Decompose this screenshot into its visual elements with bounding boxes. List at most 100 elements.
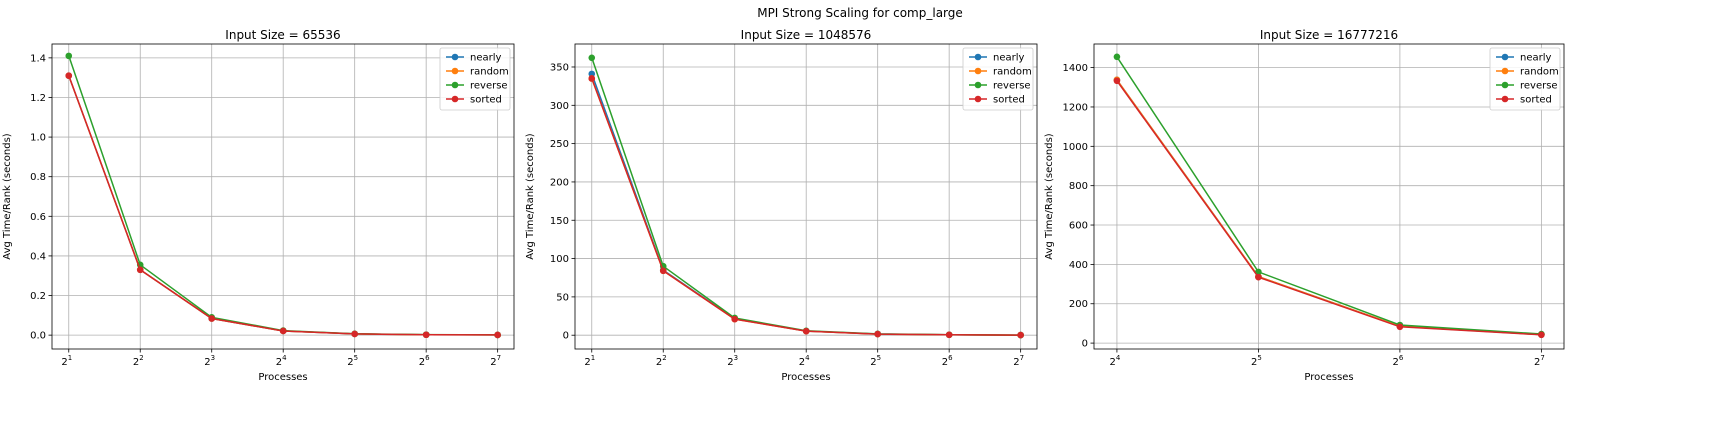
data-point-sorted [494, 331, 501, 339]
subplot-title: Input Size = 16777216 [1260, 28, 1398, 42]
legend-label-sorted: sorted [1520, 95, 1552, 106]
legend-marker-reverse [1501, 81, 1509, 89]
x-tick-label: 27 [1534, 354, 1545, 368]
legend-marker-sorted [451, 95, 459, 103]
y-tick-label: 300 [550, 101, 569, 112]
legend-marker-nearly [1501, 53, 1509, 61]
legend-label-reverse: reverse [993, 81, 1031, 92]
y-axis-label: Avg Time/Rank (seconds) [2, 133, 13, 259]
data-point-sorted [1017, 331, 1024, 339]
data-point-sorted [65, 72, 73, 79]
x-tick-exponent: 1 [591, 354, 595, 362]
data-point-sorted [279, 327, 287, 335]
data-point-reverse [65, 52, 73, 60]
y-tick-label: 1200 [1063, 102, 1088, 113]
legend: nearly random reverse sorted [962, 47, 1034, 111]
x-tick-exponent: 1 [68, 354, 72, 362]
legend-marker-reverse [451, 81, 459, 89]
x-tick-exponent: 3 [211, 354, 215, 362]
x-tick-label: 25 [870, 354, 881, 368]
subplot-2: 21 22 23 24 25 26 27050100150200250300350Input… [525, 28, 1038, 383]
data-point-sorted [1538, 331, 1545, 339]
legend-label-nearly: nearly [1520, 53, 1552, 64]
data-point-sorted [1113, 77, 1121, 85]
data-point-sorted [588, 75, 596, 82]
y-tick-label: 400 [1069, 260, 1088, 271]
y-tick-label: 150 [550, 216, 569, 227]
y-tick-label: 1000 [1063, 142, 1088, 153]
y-axis-label: Avg Time/Rank (seconds) [1044, 133, 1055, 259]
data-point-sorted [351, 330, 358, 338]
x-tick-label: 22 [133, 354, 144, 368]
x-tick-label: 25 [1251, 354, 1262, 368]
y-tick-label: 200 [1069, 299, 1088, 310]
series-line-sorted [1116, 80, 1542, 336]
legend-marker-nearly [451, 53, 459, 61]
data-point-sorted [208, 315, 216, 322]
x-axis-label: Processes [1304, 372, 1353, 383]
y-tick-label: 350 [550, 62, 569, 73]
legend-marker-sorted [1501, 95, 1509, 103]
x-tick-exponent: 7 [1540, 354, 1544, 362]
x-tick-label: 24 [799, 354, 810, 368]
subplot-3: 24 25 26 27 0 200 400 600 800 1000 1200 1400 Input S… [1044, 28, 1565, 383]
y-tick-label: 100 [550, 254, 569, 265]
x-tick-label: 22 [656, 354, 667, 368]
subplot-1: 21 22 23 24 25 26 270.00.20.40.60.81.01.21.4In… [2, 28, 515, 383]
legend-label-nearly: nearly [993, 53, 1025, 64]
legend-label-random: random [470, 67, 509, 78]
y-tick-label: 0.8 [30, 172, 46, 183]
legend-marker-random [974, 67, 982, 75]
x-tick-exponent: 4 [1116, 354, 1121, 362]
x-tick-exponent: 5 [877, 354, 881, 362]
series-line-reverse [1116, 56, 1542, 335]
figure-title: MPI Strong Scaling for comp_large [757, 6, 963, 20]
subplot-title: Input Size = 1048576 [741, 28, 872, 42]
legend-box [1489, 47, 1561, 111]
data-point-sorted [1255, 273, 1262, 281]
legend-label-sorted: sorted [993, 95, 1025, 106]
x-tick-exponent: 6 [1399, 354, 1404, 362]
subplot-title: Input Size = 65536 [225, 28, 340, 42]
y-tick-label: 250 [550, 139, 569, 150]
data-point-sorted [1396, 323, 1404, 331]
legend-label-sorted: sorted [470, 95, 502, 106]
x-tick-exponent: 6 [425, 354, 430, 362]
data-point-reverse [588, 54, 596, 62]
legend-label-random: random [1520, 67, 1559, 78]
y-tick-label: 0 [1082, 339, 1088, 350]
x-tick-exponent: 5 [354, 354, 358, 362]
y-axis-label: Avg Time/Rank (seconds) [525, 133, 536, 259]
x-tick-exponent: 4 [805, 354, 810, 362]
legend: nearly random reverse sorted [1489, 47, 1561, 111]
y-tick-label: 600 [1069, 221, 1088, 232]
x-tick-label: 27 [490, 354, 501, 368]
x-tick-exponent: 7 [1020, 354, 1024, 362]
x-tick-label: 26 [1392, 354, 1403, 368]
x-tick-exponent: 5 [1257, 354, 1261, 362]
y-tick-label: 1.4 [30, 53, 46, 64]
data-point-sorted [802, 327, 810, 335]
x-tick-exponent: 6 [948, 354, 953, 362]
y-tick-label: 50 [556, 292, 569, 303]
x-tick-exponent: 3 [734, 354, 738, 362]
y-tick-label: 1400 [1063, 63, 1088, 74]
x-tick-label: 23 [727, 354, 738, 368]
x-tick-exponent: 2 [662, 354, 666, 362]
legend-marker-nearly [974, 53, 982, 61]
series-line-random [1116, 79, 1542, 336]
x-tick-label: 26 [942, 354, 953, 368]
legend-label-reverse: reverse [470, 81, 508, 92]
y-tick-label: 0.6 [30, 212, 46, 223]
axes-frame [1093, 43, 1565, 350]
y-tick-label: 1.2 [30, 93, 46, 104]
legend-label-reverse: reverse [1520, 81, 1558, 92]
legend-box [439, 47, 511, 111]
legend-box [962, 47, 1034, 111]
legend-marker-reverse [974, 81, 982, 89]
axes-frame [574, 43, 1038, 350]
legend-marker-random [1501, 67, 1509, 75]
y-tick-label: 1.0 [30, 133, 46, 144]
